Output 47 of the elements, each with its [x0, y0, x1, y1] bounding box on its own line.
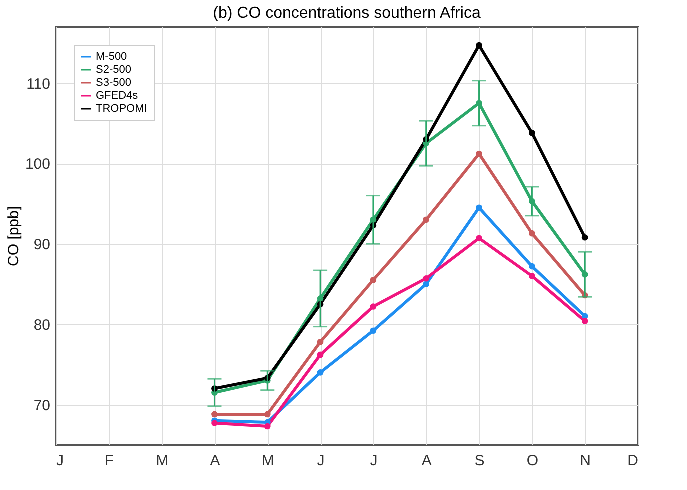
point	[370, 277, 377, 284]
y-tick-label: 100	[25, 156, 50, 174]
x-tick-label: S	[474, 452, 485, 470]
point	[423, 281, 430, 288]
point	[212, 411, 218, 418]
legend-label: S3-500	[96, 77, 132, 89]
x-tick-label: J	[370, 452, 378, 470]
x-tick-label: M	[262, 452, 274, 470]
y-axis-title: CO [ppb]	[5, 206, 22, 267]
point	[529, 230, 536, 237]
x-tick-label: N	[580, 452, 592, 470]
point	[317, 338, 324, 346]
point	[529, 263, 536, 270]
point	[317, 352, 324, 358]
x-tick-label: M	[156, 452, 169, 470]
x-tick-label: A	[422, 452, 432, 470]
point	[529, 130, 536, 136]
point	[212, 420, 218, 426]
point	[582, 234, 588, 241]
point	[264, 423, 271, 430]
point	[529, 273, 536, 280]
legend-label: TROPOMI	[96, 103, 148, 115]
point	[476, 42, 482, 49]
y-tick-label: 70	[34, 397, 50, 414]
point	[317, 370, 324, 376]
x-tick-label: A	[210, 452, 220, 470]
y-tick-label: 110	[26, 76, 50, 93]
legend-label: GFED4s	[96, 90, 139, 102]
legend-label: M-500	[96, 51, 128, 63]
x-tick-label: D	[628, 452, 639, 470]
point	[423, 216, 430, 224]
x-tick-label: O	[526, 452, 539, 470]
point	[370, 304, 377, 310]
point	[264, 411, 271, 418]
point	[370, 328, 377, 334]
point	[476, 235, 482, 242]
y-tick-label: 90	[34, 236, 50, 254]
point	[476, 204, 482, 212]
x-tick-label: J	[56, 452, 64, 470]
y-tick-label: 80	[34, 316, 50, 334]
point	[582, 318, 588, 324]
point	[476, 150, 482, 158]
point	[423, 275, 430, 282]
x-tick-label: F	[104, 452, 114, 470]
legend-label: S2-500	[96, 64, 132, 76]
x-tick-label: J	[317, 452, 325, 470]
chart-title: (b) CO concentrations southern Africa	[213, 5, 481, 22]
